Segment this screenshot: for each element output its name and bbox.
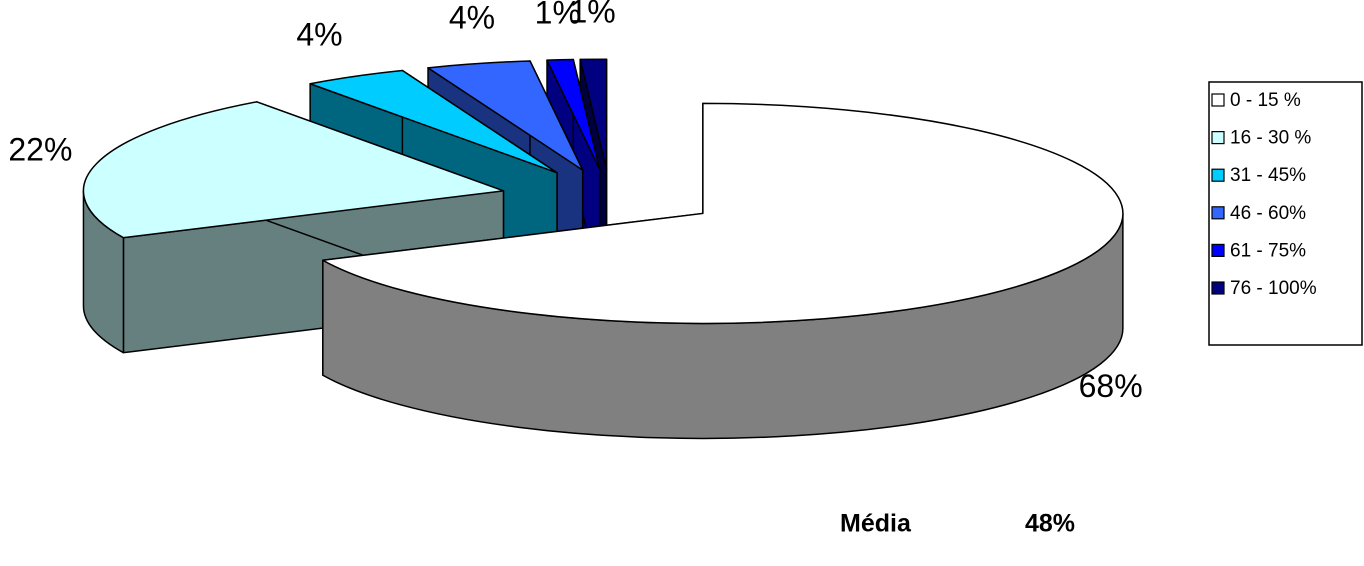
legend-swatch [1211,131,1225,145]
data-label: 22% [8,132,72,168]
legend-label: 76 - 100% [1230,278,1317,299]
data-label: 68% [1079,368,1143,404]
legend-swatch [1211,93,1225,107]
data-label: 1% [535,0,581,30]
slice [322,102,1124,440]
slice [322,102,1124,325]
legend-swatch [1211,281,1225,295]
data-label: 4% [296,16,342,52]
slice [309,69,558,174]
slice [427,60,584,171]
slice [579,58,608,170]
slice [82,101,505,239]
annotation: 48% [1025,510,1075,538]
legend-label: 61 - 75% [1230,240,1306,261]
legend-swatch [1211,243,1225,257]
data-label: 4% [449,0,495,35]
legend-label: 16 - 30 % [1230,128,1311,149]
legend-swatch [1211,206,1225,220]
legend-label: 0 - 15 % [1230,90,1301,111]
slice [546,58,601,171]
data-label: 1% [569,0,615,30]
legend-swatch [1211,168,1225,182]
legend-label: 46 - 60% [1230,203,1306,224]
annotation: Média [840,510,912,538]
legend-label: 31 - 45% [1230,165,1306,186]
legend-box [1208,81,1363,346]
